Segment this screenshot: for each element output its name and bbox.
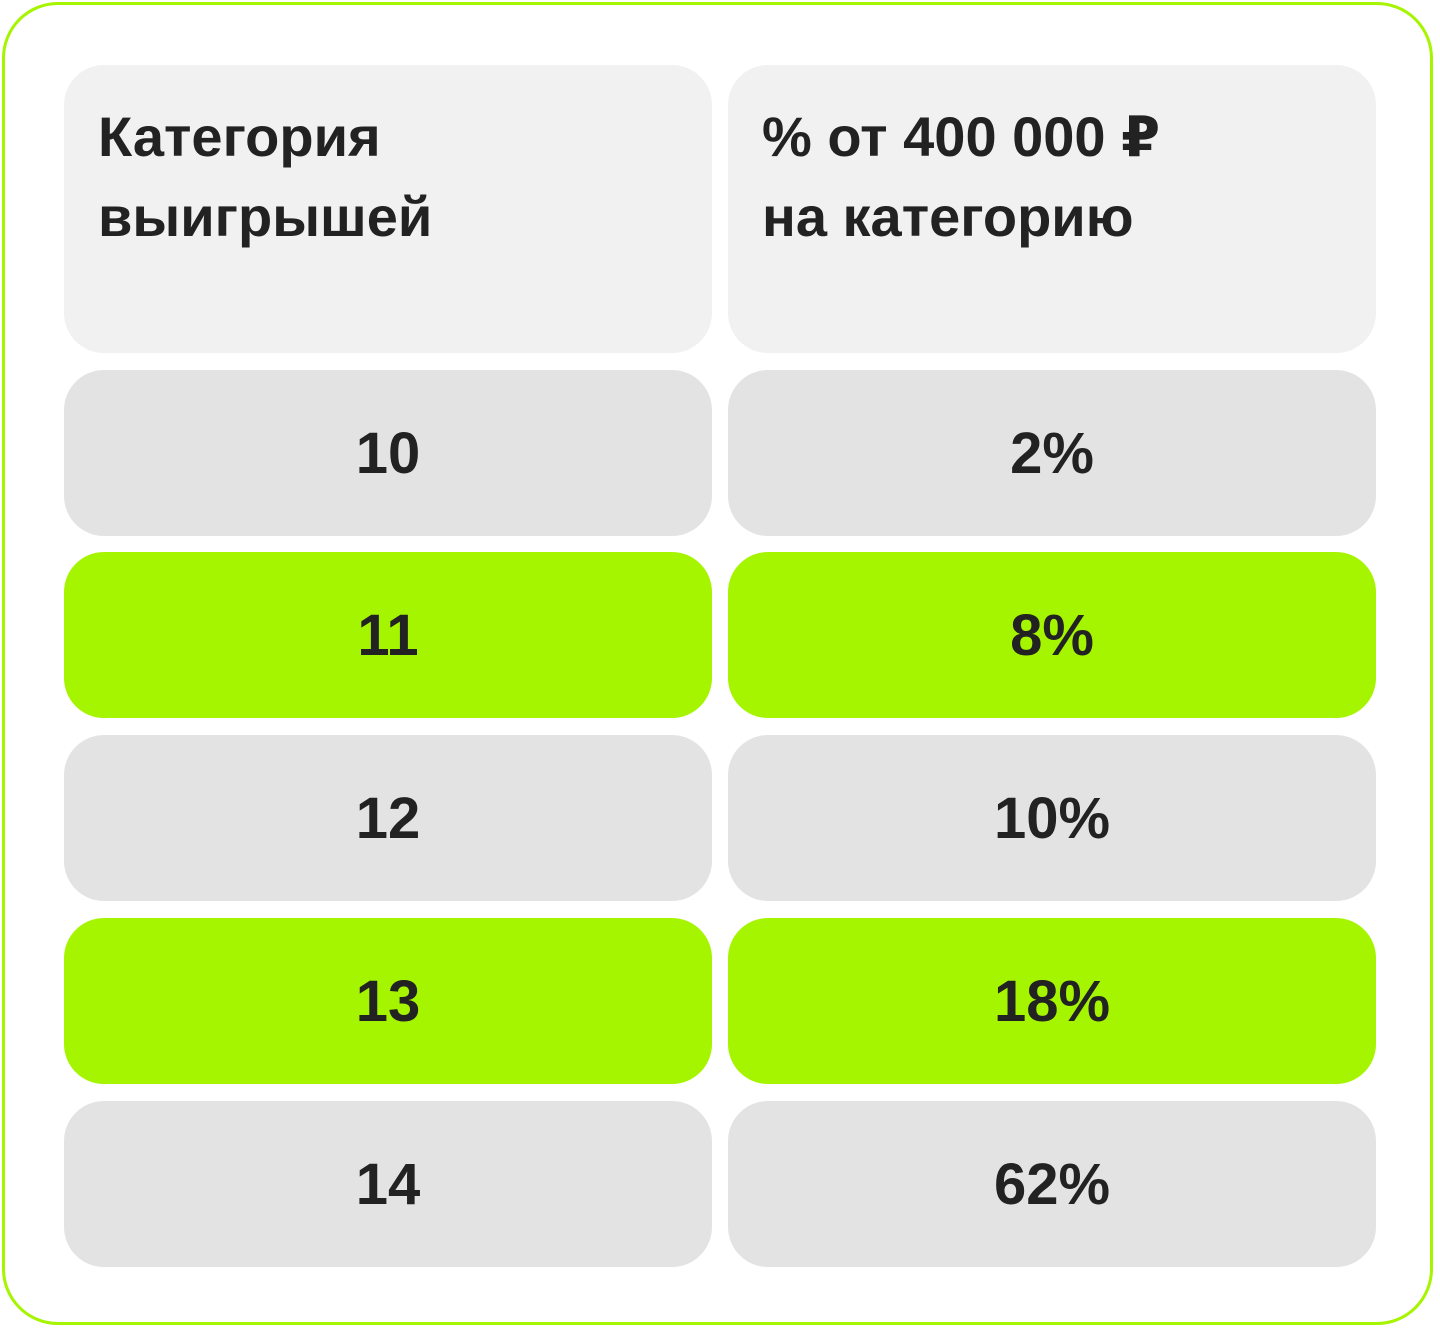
row-percent-cell: 62% xyxy=(728,1101,1376,1267)
header-category-line1: Категория xyxy=(98,105,381,168)
row-category-cell: 10 xyxy=(64,370,712,536)
header-percent: % от 400 000 ₽ на категорию xyxy=(728,65,1376,353)
header-category-line2: выигрышей xyxy=(98,185,433,248)
header-percent-line1: % от 400 000 ₽ xyxy=(762,105,1161,168)
row-percent-cell: 10% xyxy=(728,735,1376,901)
row-percent-cell: 18% xyxy=(728,918,1376,1084)
row-category-cell: 12 xyxy=(64,735,712,901)
row-percent-cell: 2% xyxy=(728,370,1376,536)
header-category: Категория выигрышей xyxy=(64,65,712,353)
row-category-cell: 14 xyxy=(64,1101,712,1267)
header-percent-line2: на категорию xyxy=(762,185,1134,248)
row-category-cell: 13 xyxy=(64,918,712,1084)
row-percent-cell: 8% xyxy=(728,552,1376,718)
row-category-cell: 11 xyxy=(64,552,712,718)
